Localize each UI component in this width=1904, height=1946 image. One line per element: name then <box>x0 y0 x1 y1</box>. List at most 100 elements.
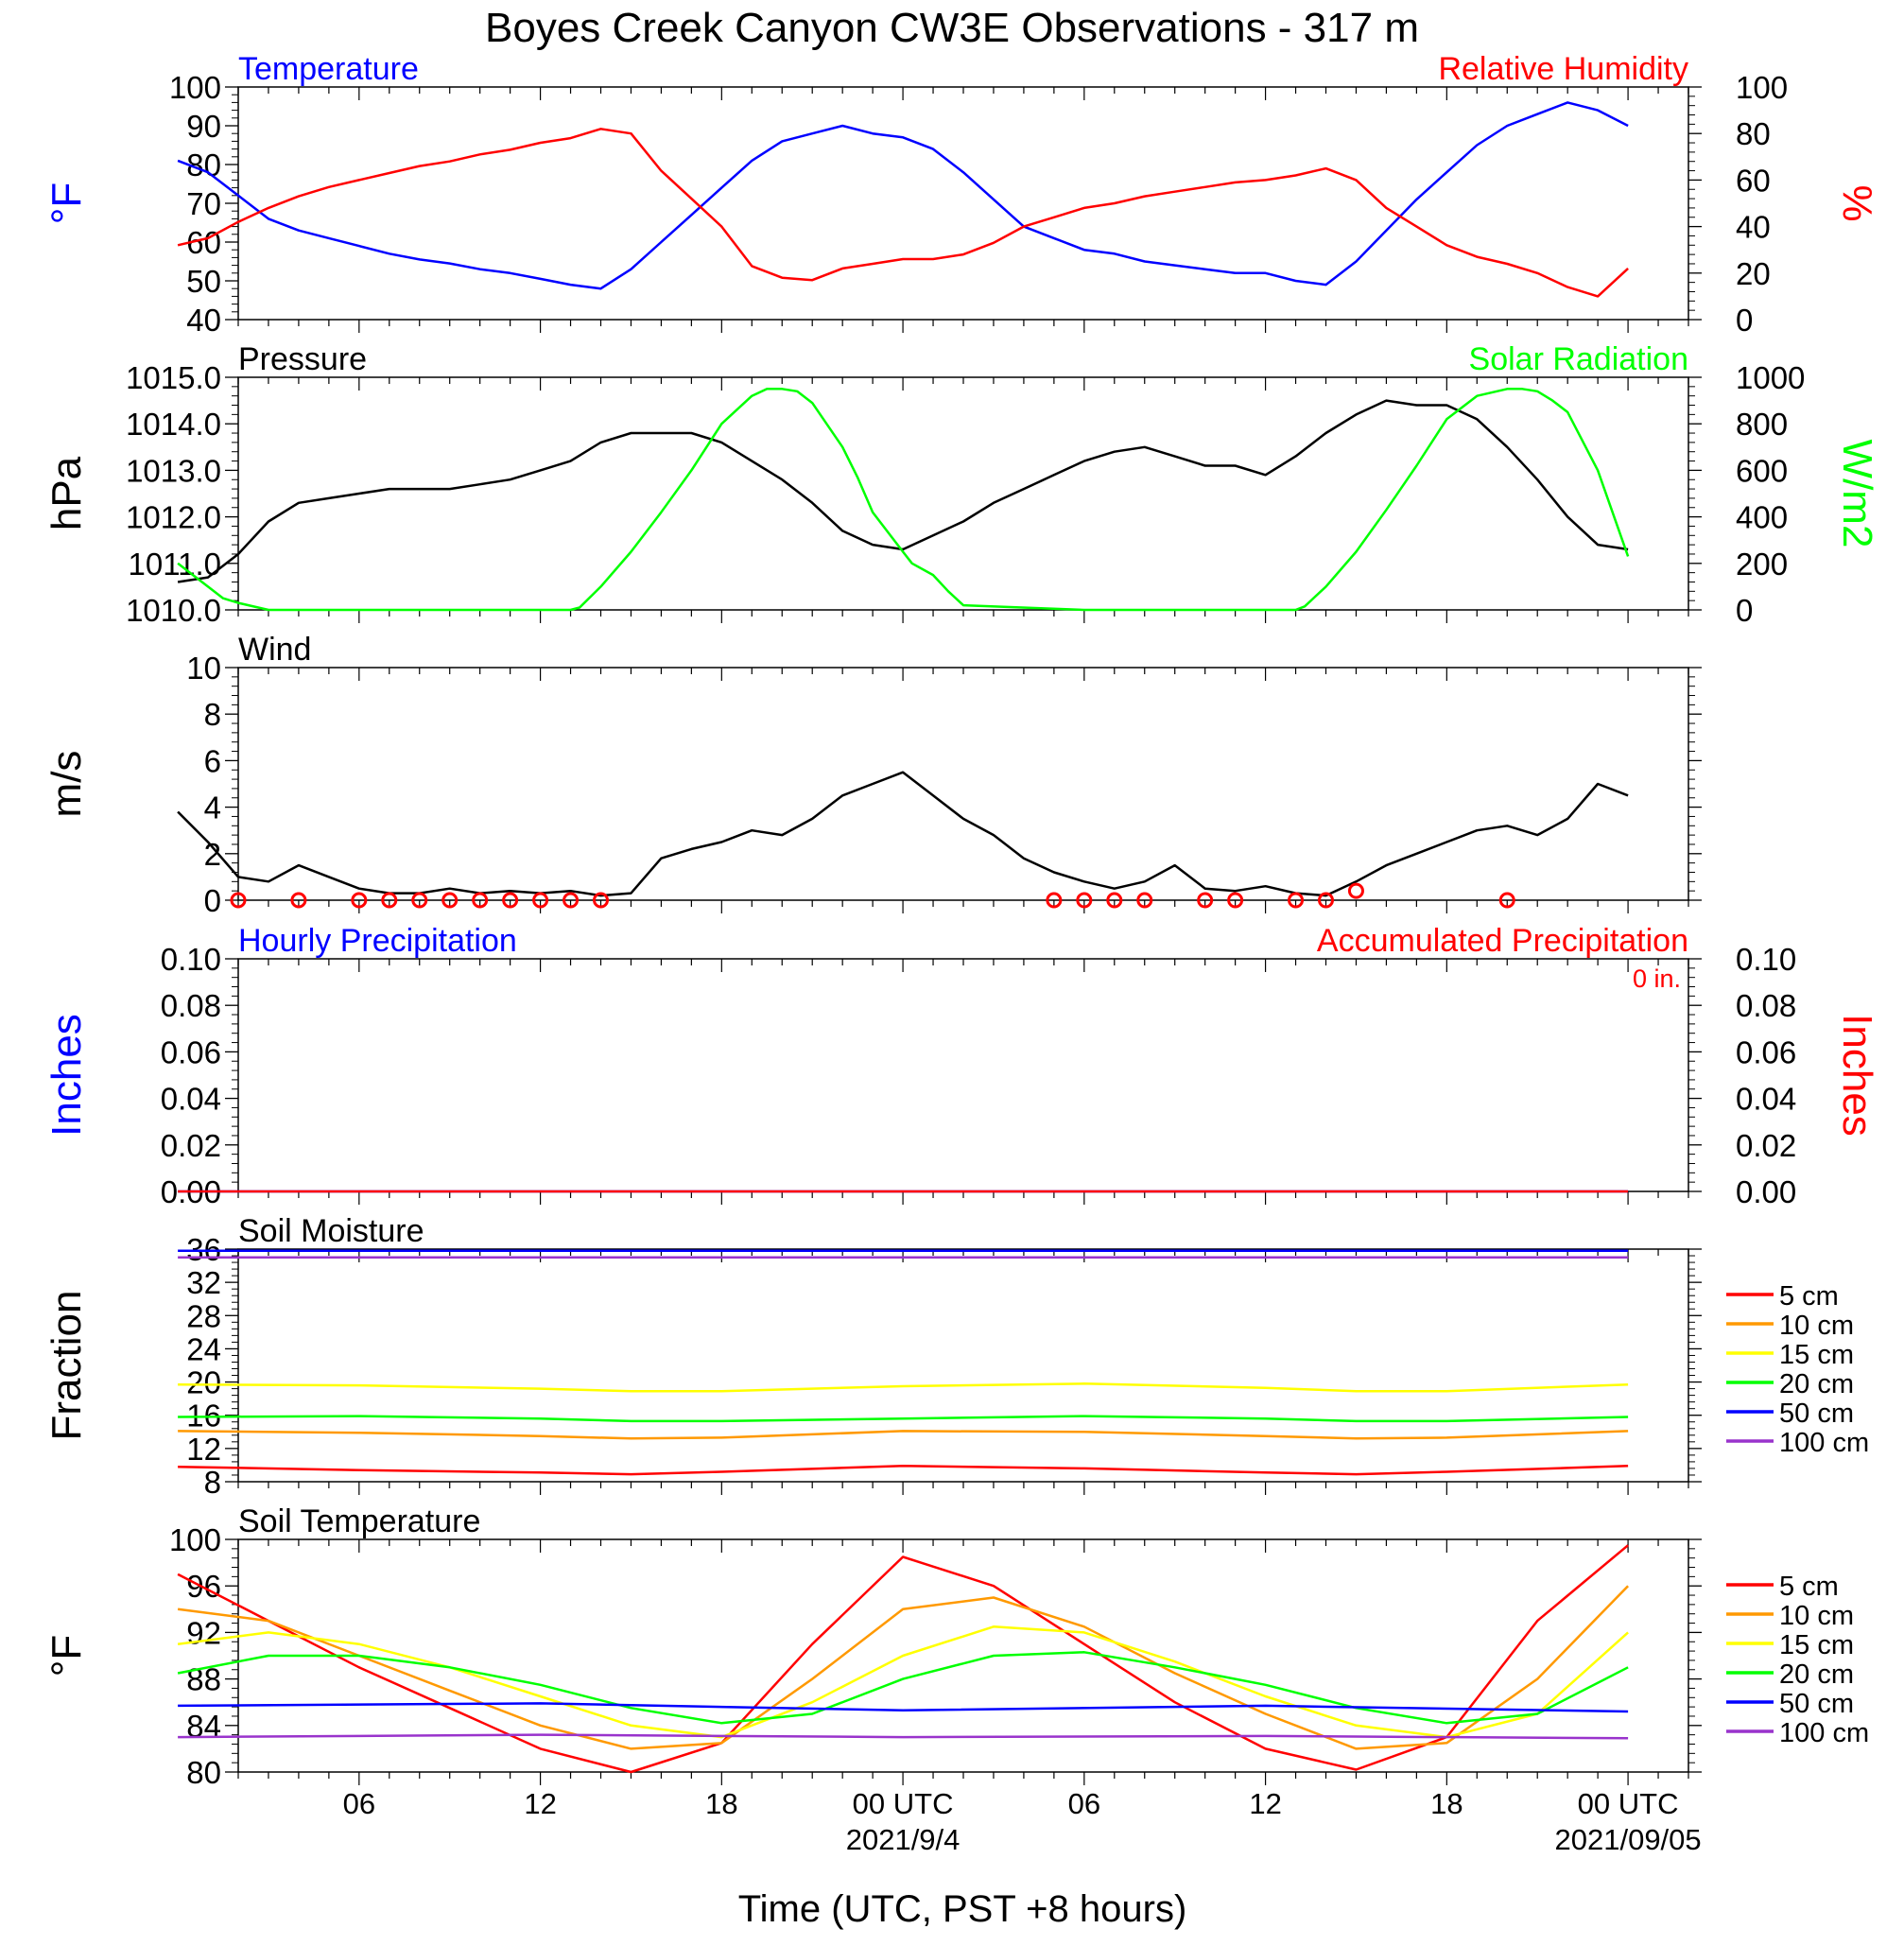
y-right-tick-label: 60 <box>1736 163 1771 198</box>
calm-marker <box>351 892 368 909</box>
plot-frame <box>237 376 1689 611</box>
y-tick-label: 100 <box>169 70 221 105</box>
plot-frame <box>237 1248 1689 1483</box>
panel-hourly-precipitation: 0.000.020.040.060.080.100.000.020.040.06… <box>43 923 1880 1209</box>
series-solar-radiation <box>177 388 1630 612</box>
y-tick-label: 1013.0 <box>126 453 221 488</box>
series-wind <box>177 771 1629 897</box>
calm-marker <box>1106 892 1123 909</box>
panel-title: Wind <box>238 632 311 668</box>
calm-marker <box>1197 892 1214 909</box>
y-tick-label: 0.06 <box>161 1034 221 1069</box>
y-tick-label: 80 <box>186 1755 221 1790</box>
series-relative-humidity <box>177 128 1629 298</box>
x-tick-label: 12 <box>524 1787 556 1820</box>
calm-marker <box>1498 892 1515 909</box>
series-15-cm <box>177 1625 1629 1739</box>
y-right-tick-label: 0.10 <box>1736 942 1796 977</box>
legend-label: 100 cm <box>1779 1718 1869 1748</box>
calm-marker <box>411 892 428 909</box>
y-right-tick-label: 1000 <box>1736 360 1805 395</box>
y-right-tick-label: 20 <box>1736 256 1771 291</box>
x-tick-label: 12 <box>1249 1787 1281 1820</box>
panel-title: Hourly Precipitation <box>238 923 517 959</box>
y-right-tick-label: 200 <box>1736 547 1788 582</box>
y-tick-label: 90 <box>186 109 221 144</box>
y-tick-label: 92 <box>186 1615 221 1650</box>
y-right-tick-label: 0 <box>1736 593 1753 628</box>
y-right-tick-label: 400 <box>1736 500 1788 535</box>
y-tick-label: 1015.0 <box>126 360 221 395</box>
calm-marker <box>563 892 580 909</box>
y-tick-label: 1012.0 <box>126 500 221 535</box>
y-tick-label: 1010.0 <box>126 593 221 628</box>
calm-marker <box>1076 892 1093 909</box>
y-right-axis-label: % <box>1834 184 1880 221</box>
y-tick-label: 0.02 <box>161 1128 221 1163</box>
panel-right-title: Relative Humidity <box>1438 51 1688 87</box>
x-tick-label: 18 <box>1430 1787 1463 1820</box>
y-tick-label: 2 <box>204 837 221 872</box>
y-axis-label: hPa <box>43 456 90 530</box>
y-right-tick-label: 100 <box>1736 70 1788 105</box>
y-tick-label: 8 <box>204 1465 221 1500</box>
series-20-cm <box>178 1415 1629 1423</box>
calm-marker <box>1227 892 1244 909</box>
series-15-cm <box>178 1382 1629 1393</box>
calm-marker <box>532 892 549 909</box>
plot-frame <box>237 86 1689 321</box>
panel-title: Soil Moisture <box>238 1213 424 1249</box>
calm-marker <box>230 892 247 909</box>
date-label: 2021/09/05 <box>1555 1823 1702 1856</box>
plot-frame <box>237 667 1689 901</box>
series-5-cm <box>178 1465 1629 1476</box>
calm-marker <box>381 892 398 909</box>
legend-label: 100 cm <box>1779 1428 1869 1458</box>
y-axis-label: Fraction <box>43 1291 90 1441</box>
panel-annotation: 0 in. <box>1633 964 1681 993</box>
calm-marker <box>593 892 609 909</box>
y-right-tick-label: 0.04 <box>1736 1082 1796 1117</box>
y-right-tick-label: 800 <box>1736 407 1788 442</box>
x-tick-label: 06 <box>1068 1787 1100 1820</box>
legend-label: 10 cm <box>1779 1601 1854 1631</box>
y-axis-label: m/s <box>43 751 90 818</box>
y-tick-label: 0 <box>204 883 221 918</box>
y-axis-label: °F <box>43 182 90 224</box>
x-tick-label: 00 UTC <box>853 1787 954 1820</box>
y-tick-label: 8 <box>204 697 221 732</box>
y-right-tick-label: 0.08 <box>1736 988 1796 1023</box>
series-10-cm <box>178 1430 1629 1440</box>
legend-label: 15 cm <box>1779 1630 1854 1660</box>
series-10-cm <box>177 1585 1629 1750</box>
legend-label: 50 cm <box>1779 1689 1854 1719</box>
y-tick-label: 0.08 <box>161 988 221 1023</box>
calm-marker <box>1046 892 1063 909</box>
legend-label: 5 cm <box>1779 1572 1839 1602</box>
y-right-tick-label: 0.02 <box>1736 1128 1796 1163</box>
y-tick-label: 1011.0 <box>129 547 221 582</box>
y-tick-label: 20 <box>186 1365 221 1400</box>
panel-right-title: Accumulated Precipitation <box>1317 923 1688 959</box>
y-right-axis-label: Inches <box>1834 1014 1880 1137</box>
panel-title: Pressure <box>238 341 367 377</box>
y-right-tick-label: 600 <box>1736 453 1788 488</box>
y-right-tick-label: 0.00 <box>1736 1174 1796 1209</box>
panel-pressure: 1010.0 1011.0 1012.0 1013.0 1014.0 1015.0 0 200… <box>43 341 1880 628</box>
y-right-axis-label: W/m2 <box>1834 440 1880 548</box>
y-tick-label: 50 <box>186 264 221 299</box>
y-right-tick-label: 40 <box>1736 210 1771 245</box>
y-tick-label: 6 <box>204 743 221 778</box>
x-axis-label: Time (UTC, PST +8 hours) <box>738 1888 1187 1930</box>
calm-marker <box>1347 882 1364 899</box>
y-tick-label: 0.04 <box>161 1082 221 1117</box>
y-axis-label: Inches <box>43 1014 90 1137</box>
y-right-tick-label: 0 <box>1736 303 1753 338</box>
y-right-tick-label: 80 <box>1736 116 1771 151</box>
panel-title: Soil Temperature <box>238 1503 480 1539</box>
